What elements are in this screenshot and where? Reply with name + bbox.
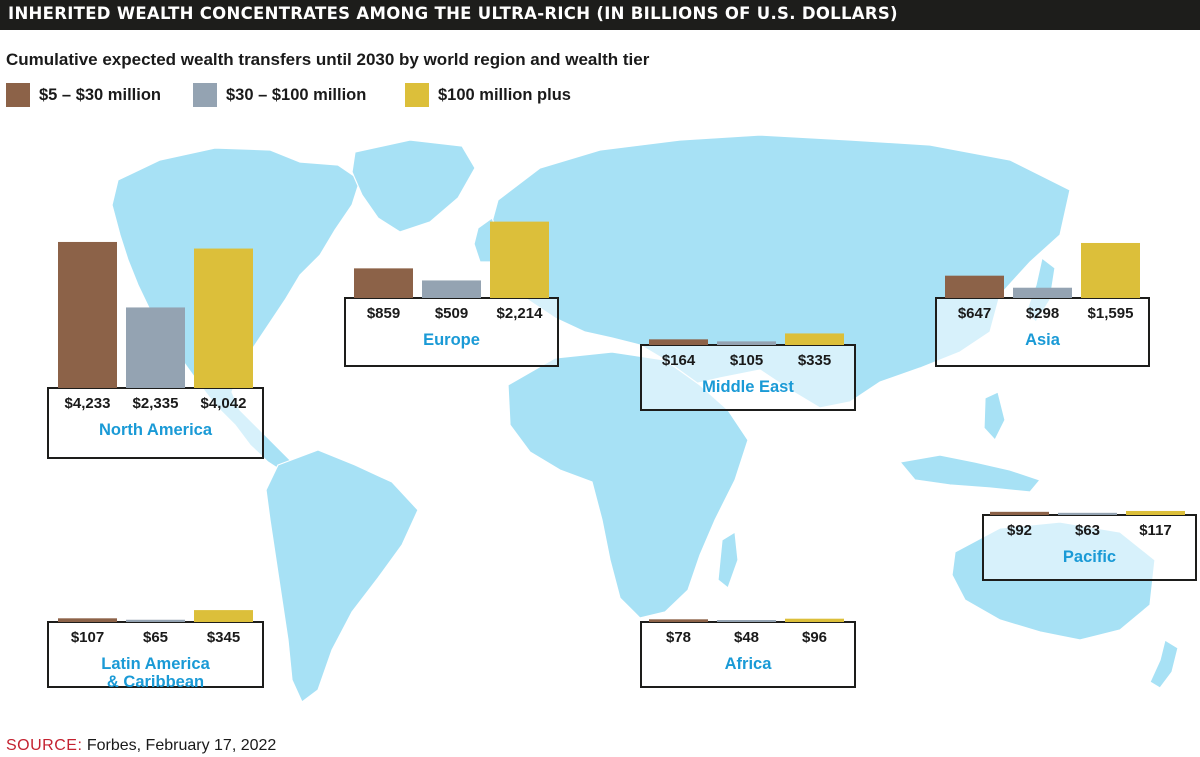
bar-value-label: $96 bbox=[802, 629, 827, 646]
region-group: $107 $65 $345 Latin America& Caribbean bbox=[47, 610, 264, 691]
south-america-landmass bbox=[265, 449, 419, 703]
region-group: $859 $509 $2,214 Europe bbox=[344, 221, 559, 367]
greenland-landmass bbox=[351, 139, 476, 233]
region-name-label: Middle East bbox=[702, 378, 794, 396]
bar bbox=[785, 618, 844, 622]
bar bbox=[717, 341, 776, 345]
bar bbox=[649, 339, 708, 345]
legend-swatch-tier-2 bbox=[193, 83, 217, 107]
region-name-label: Europe bbox=[423, 331, 480, 349]
bar bbox=[126, 619, 185, 622]
legend-label-tier-2: $30 – $100 million bbox=[226, 86, 367, 104]
chart-title: INHERITED WEALTH CONCENTRATES AMONG THE … bbox=[8, 4, 898, 23]
region-label-box bbox=[640, 344, 856, 411]
bar-value-label: $345 bbox=[207, 629, 240, 646]
region-group: $647 $298 $1,595 Asia bbox=[935, 242, 1150, 367]
bar bbox=[1013, 287, 1072, 298]
legend-swatch-tier-3 bbox=[405, 83, 429, 107]
title-bar: INHERITED WEALTH CONCENTRATES AMONG THE … bbox=[0, 0, 1200, 30]
bar bbox=[1126, 510, 1185, 515]
bar-value-label: $298 bbox=[1026, 305, 1059, 322]
bar-value-label: $4,233 bbox=[65, 395, 111, 412]
region-name-label: Asia bbox=[1025, 331, 1061, 349]
bar bbox=[785, 333, 844, 345]
bar bbox=[1081, 242, 1140, 298]
bar-value-label: $859 bbox=[367, 305, 400, 322]
region-label-box bbox=[982, 514, 1197, 581]
bar bbox=[945, 275, 1004, 298]
bar bbox=[1058, 512, 1117, 515]
region-label-box bbox=[935, 297, 1150, 367]
bar-value-label: $107 bbox=[71, 629, 104, 646]
bar bbox=[58, 618, 117, 622]
legend-label-tier-3: $100 million plus bbox=[438, 86, 571, 104]
bar bbox=[58, 241, 117, 388]
madagascar-landmass bbox=[717, 530, 739, 589]
bar-value-label: $63 bbox=[1075, 522, 1100, 539]
bar-value-label: $647 bbox=[958, 305, 991, 322]
bar-value-label: $2,335 bbox=[133, 395, 179, 412]
bar-value-label: $1,595 bbox=[1088, 305, 1134, 322]
bar bbox=[490, 221, 549, 298]
bar-value-label: $509 bbox=[435, 305, 468, 322]
bar-value-label: $117 bbox=[1139, 522, 1172, 539]
bar-value-label: $335 bbox=[798, 352, 831, 369]
region-name-label: North America bbox=[99, 421, 213, 439]
source-note: SOURCE: Forbes, February 17, 2022 bbox=[6, 737, 276, 755]
bar-value-label: $92 bbox=[1007, 522, 1032, 539]
bar bbox=[194, 248, 253, 388]
bar-value-label: $48 bbox=[734, 629, 759, 646]
region-group: $78 $48 $96 Africa bbox=[640, 618, 856, 688]
region-label-box bbox=[47, 621, 264, 688]
region-name-label: & Caribbean bbox=[107, 673, 204, 691]
region-group: $92 $63 $117 Pacific bbox=[982, 510, 1197, 581]
source-label: SOURCE: bbox=[6, 737, 83, 754]
bar-value-label: $105 bbox=[730, 352, 763, 369]
philippines-landmass bbox=[983, 391, 1006, 442]
region-name-label: Latin America bbox=[101, 655, 210, 673]
bar bbox=[649, 619, 708, 622]
bar bbox=[717, 620, 776, 622]
new-zealand-landmass bbox=[1149, 639, 1179, 689]
eurasia-landmass bbox=[491, 134, 1071, 409]
region-name-label: Africa bbox=[725, 655, 773, 673]
bar bbox=[126, 307, 185, 388]
bar-value-label: $78 bbox=[666, 629, 691, 646]
legend-label-tier-1: $5 – $30 million bbox=[39, 86, 161, 104]
legend-swatch-tier-1 bbox=[6, 83, 30, 107]
bar-value-label: $2,214 bbox=[497, 305, 544, 322]
region-label-box bbox=[47, 387, 264, 459]
bar bbox=[354, 268, 413, 298]
southeast-asia-islands bbox=[898, 454, 1042, 493]
region-name-label: Pacific bbox=[1063, 548, 1116, 566]
bar-value-label: $164 bbox=[662, 352, 696, 369]
bar bbox=[990, 511, 1049, 515]
source-text: Forbes, February 17, 2022 bbox=[86, 737, 277, 754]
region-label-box bbox=[640, 621, 856, 688]
bar-value-label: $4,042 bbox=[201, 395, 247, 412]
chart-subtitle: Cumulative expected wealth transfers unt… bbox=[6, 50, 650, 69]
region-group: $4,233 $2,335 $4,042 North America bbox=[47, 241, 264, 459]
bar-value-label: $65 bbox=[143, 629, 168, 646]
bar bbox=[194, 610, 253, 622]
bar bbox=[422, 280, 481, 298]
